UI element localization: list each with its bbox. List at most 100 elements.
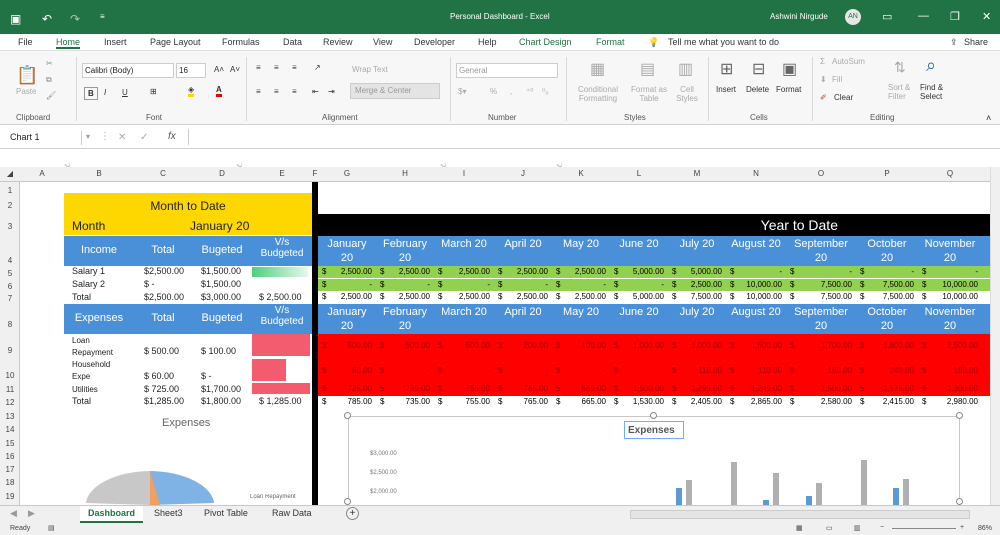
increase-font-icon[interactable]: A˄ bbox=[214, 65, 225, 74]
col-header[interactable]: J bbox=[521, 169, 525, 178]
row-header[interactable]: 14 bbox=[5, 425, 15, 434]
font-color-icon[interactable]: A bbox=[216, 85, 222, 97]
delete-button[interactable]: Delete bbox=[746, 85, 770, 94]
select-all-icon[interactable]: ◢ bbox=[6, 169, 14, 178]
row-header[interactable]: 10 bbox=[5, 371, 15, 380]
chart-handle[interactable] bbox=[956, 412, 963, 419]
delete-cells-icon[interactable]: ⊟ bbox=[752, 61, 766, 78]
orientation-icon[interactable]: ↗ bbox=[314, 63, 321, 72]
ytd-cell[interactable]: - bbox=[487, 280, 490, 289]
row-header[interactable]: 11 bbox=[5, 385, 15, 394]
ytd-cell[interactable]: - bbox=[427, 280, 430, 289]
ytd-cell[interactable]: 665.00 bbox=[581, 384, 606, 393]
increase-decimal-icon[interactable]: ⁺⁰ bbox=[526, 87, 534, 96]
ytd-cell[interactable]: 7,500.00 bbox=[820, 280, 852, 289]
col-header[interactable]: H bbox=[402, 169, 408, 178]
ytd-cell[interactable]: - bbox=[911, 267, 914, 276]
add-sheet-icon[interactable]: + bbox=[346, 507, 359, 520]
format-as-table-button[interactable]: Format as Table bbox=[630, 85, 667, 103]
ytd-cell[interactable]: 7,500.00 bbox=[690, 292, 722, 301]
merge-center-button[interactable]: Merge & Center bbox=[350, 83, 440, 99]
insert-cells-icon[interactable]: ⊞ bbox=[720, 61, 734, 78]
ytd-cell[interactable]: 2,500.00 bbox=[516, 267, 548, 276]
undo-icon[interactable]: ↶ bbox=[42, 12, 53, 26]
chart-handle[interactable] bbox=[344, 498, 351, 505]
col-header[interactable]: I bbox=[462, 169, 466, 178]
ytd-cell[interactable]: 735.00 bbox=[405, 397, 430, 406]
col-header[interactable]: B bbox=[96, 169, 102, 178]
tab-page-layout[interactable]: Page Layout bbox=[150, 37, 201, 47]
ytd-cell[interactable]: - bbox=[369, 280, 372, 289]
sort-filter-button[interactable]: Sort & Filter bbox=[888, 83, 911, 101]
cell-styles-button[interactable]: Cell Styles bbox=[676, 85, 698, 103]
decrease-decimal-icon[interactable]: ⁰₀ bbox=[542, 87, 549, 96]
ytd-cell[interactable]: 180.00 bbox=[953, 366, 978, 375]
autosum-icon[interactable]: Σ bbox=[820, 57, 825, 66]
ytd-cell[interactable]: 500.00 bbox=[405, 341, 430, 350]
col-header[interactable]: P bbox=[884, 169, 890, 178]
zoom-level[interactable]: 86% bbox=[978, 525, 993, 532]
ytd-cell[interactable]: 2,500.00 bbox=[458, 267, 490, 276]
row-header[interactable]: 6 bbox=[7, 282, 13, 291]
row-header[interactable]: 7 bbox=[7, 294, 13, 303]
expense-label[interactable]: Utilities bbox=[72, 385, 98, 394]
col-header[interactable]: N bbox=[753, 169, 759, 178]
tab-review[interactable]: Review bbox=[323, 37, 353, 47]
save-icon[interactable]: ▣ bbox=[10, 12, 22, 26]
chart-bar[interactable] bbox=[806, 496, 812, 505]
ytd-cell[interactable]: - bbox=[603, 366, 606, 375]
fill-color-icon[interactable]: ◈ bbox=[188, 85, 195, 97]
ytd-cell[interactable]: 2,500.00 bbox=[458, 292, 490, 301]
row-header[interactable]: 9 bbox=[7, 346, 13, 355]
ytd-cell[interactable]: - bbox=[975, 267, 978, 276]
align-center-icon[interactable]: ≡ bbox=[274, 87, 279, 96]
ytd-cell[interactable]: 2,500.00 bbox=[946, 341, 978, 350]
find-select-button[interactable]: Find & Select bbox=[920, 83, 944, 101]
tab-home[interactable]: Home bbox=[56, 37, 81, 49]
ytd-cell[interactable]: 2,980.00 bbox=[946, 397, 978, 406]
expense-total[interactable]: $ 500.00 bbox=[144, 346, 180, 356]
row-header[interactable]: 2 bbox=[7, 201, 13, 210]
chart-bar[interactable] bbox=[763, 500, 769, 505]
format-as-table-icon[interactable]: ▤ bbox=[640, 61, 656, 78]
font-size-select[interactable]: 16 bbox=[176, 63, 206, 78]
tab-dashboard[interactable]: Dashboard bbox=[80, 506, 144, 523]
name-box[interactable]: Chart 1 bbox=[6, 131, 82, 145]
collapse-ribbon-icon[interactable]: ˄ bbox=[986, 113, 992, 123]
autosum-button[interactable]: AutoSum bbox=[832, 57, 865, 66]
expense-total[interactable]: $ 725.00 bbox=[144, 384, 180, 394]
ytd-cell[interactable]: 240.00 bbox=[889, 366, 914, 375]
ytd-cell[interactable]: 200.00 bbox=[523, 341, 548, 350]
ytd-cell[interactable]: 10,000.00 bbox=[746, 280, 782, 289]
fill-button[interactable]: Fill bbox=[832, 75, 843, 84]
next-sheet-icon[interactable]: ▶ bbox=[28, 508, 35, 518]
ytd-cell[interactable]: 2,500.00 bbox=[398, 292, 430, 301]
chart-bar[interactable] bbox=[903, 479, 909, 505]
zoom-slider[interactable] bbox=[892, 528, 956, 529]
tab-developer[interactable]: Developer bbox=[414, 37, 456, 47]
income-vs[interactable]: $ 2,500.00 bbox=[259, 292, 302, 302]
ytd-cell[interactable]: 1,700.00 bbox=[820, 341, 852, 350]
ytd-cell[interactable]: 2,500.00 bbox=[690, 280, 722, 289]
income-total-label[interactable]: Total bbox=[72, 292, 92, 302]
row-header[interactable]: 1 bbox=[7, 186, 13, 195]
ytd-cell[interactable]: 1,500.00 bbox=[820, 384, 852, 393]
tab-help[interactable]: Help bbox=[478, 37, 497, 47]
align-bottom-icon[interactable]: ≡ bbox=[292, 63, 297, 72]
row-header[interactable]: 3 bbox=[7, 222, 13, 231]
tab-data[interactable]: Data bbox=[283, 37, 303, 47]
col-header[interactable]: Q bbox=[946, 169, 954, 178]
ytd-cell[interactable]: 755.00 bbox=[465, 384, 490, 393]
chart-handle[interactable] bbox=[956, 498, 963, 505]
ytd-cell[interactable]: 2,500.00 bbox=[340, 292, 372, 301]
row-header[interactable]: 16 bbox=[5, 452, 15, 461]
expense-budget[interactable]: $ - bbox=[201, 371, 212, 381]
income-label[interactable]: Salary 2 bbox=[72, 279, 106, 289]
ytd-cell[interactable]: 10,000.00 bbox=[942, 280, 978, 289]
clear-icon[interactable]: ✐ bbox=[820, 93, 827, 102]
find-select-icon[interactable]: ⌕ bbox=[926, 55, 937, 75]
ytd-cell[interactable]: 785.00 bbox=[347, 397, 372, 406]
tab-file[interactable]: File bbox=[18, 37, 33, 47]
formula-input[interactable] bbox=[188, 129, 988, 145]
tab-raw-data[interactable]: Raw Data bbox=[272, 508, 312, 518]
